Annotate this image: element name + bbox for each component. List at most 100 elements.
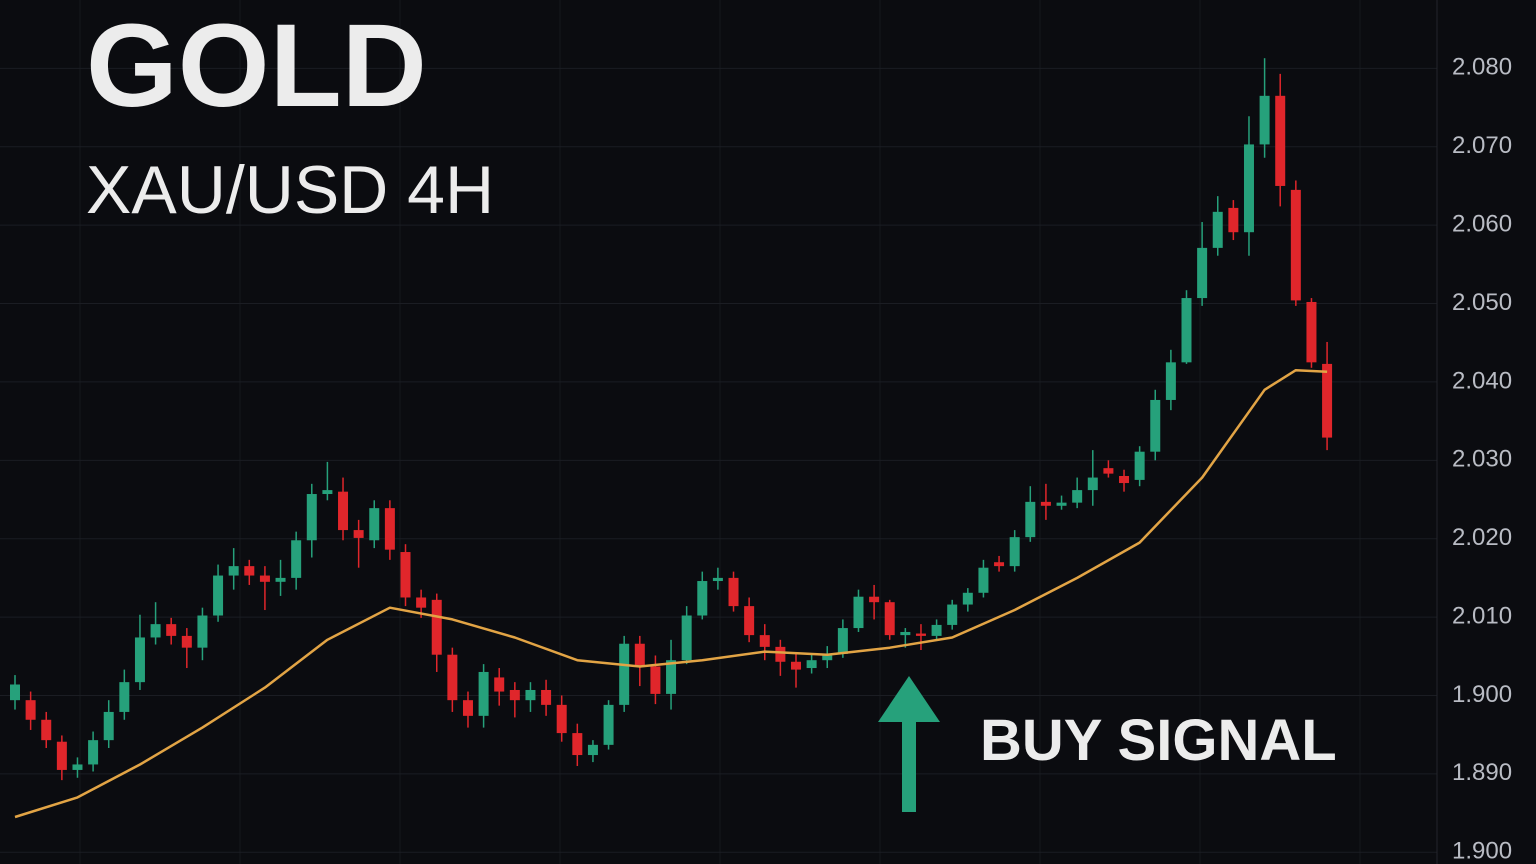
y-tick-label: 2.030	[1452, 446, 1512, 473]
candle-body	[853, 596, 864, 629]
candle-body	[1197, 247, 1208, 299]
candle-body	[10, 684, 20, 701]
candle-body	[1212, 211, 1223, 248]
candle-body	[712, 577, 723, 582]
candle-body	[244, 566, 255, 576]
candle-body	[416, 597, 427, 608]
y-tick-label: 2.080	[1452, 54, 1512, 81]
candle-body	[56, 741, 67, 770]
candle-body	[1040, 501, 1051, 506]
candle-body	[603, 704, 614, 745]
candle-body	[572, 733, 583, 756]
candle-body	[103, 711, 114, 741]
y-tick-label: 2.060	[1452, 211, 1512, 238]
candle-body	[947, 604, 958, 625]
chart-subtitle: XAU/USD 4H	[86, 152, 494, 228]
candle-body	[775, 646, 786, 662]
candle-body	[587, 744, 598, 756]
candle-body	[1165, 362, 1176, 400]
candle-body	[478, 671, 489, 716]
candle-body	[447, 654, 458, 701]
candle-body	[213, 575, 224, 616]
candle-body	[869, 596, 880, 603]
candle-body	[697, 581, 708, 616]
candle-body	[134, 637, 145, 683]
candle-body	[634, 643, 645, 667]
candle-body	[666, 660, 677, 694]
candle-body	[822, 653, 833, 661]
candle-body	[837, 628, 848, 654]
candle-body	[275, 577, 286, 582]
y-tick-label: 2.010	[1452, 602, 1512, 629]
y-tick-label: 2.070	[1452, 132, 1512, 159]
candle-body	[72, 764, 83, 770]
candle-body	[150, 624, 161, 638]
candle-body	[25, 700, 36, 720]
candle-body	[1259, 95, 1270, 145]
y-tick-label: 1.890	[1452, 759, 1512, 786]
candle-body	[915, 633, 926, 636]
candle-body	[728, 577, 739, 607]
y-tick-label: 2.090	[1452, 0, 1512, 2]
candle-body	[228, 566, 239, 576]
candle-body	[744, 606, 755, 636]
candle-body	[1103, 468, 1114, 474]
candle-body	[1150, 399, 1161, 452]
candle-body	[681, 615, 692, 661]
candle-body	[1009, 537, 1020, 567]
candle-body	[88, 740, 99, 765]
candle-body	[1025, 501, 1036, 538]
candle-body	[791, 661, 801, 670]
y-tick-label: 1.900	[1452, 681, 1512, 708]
candle-body	[1243, 144, 1254, 233]
candle-body	[525, 689, 536, 701]
candle-body	[1056, 502, 1067, 506]
candle-body	[181, 635, 192, 648]
candle-body	[166, 624, 177, 636]
candles	[10, 58, 1333, 819]
candle-body	[119, 682, 130, 712]
candle-body	[1322, 363, 1333, 438]
y-tick-label: 2.050	[1452, 289, 1512, 316]
candle-body	[650, 666, 661, 694]
candle-body	[962, 592, 973, 605]
candle-body	[1119, 475, 1130, 484]
candle-body	[619, 643, 630, 705]
moving-average	[14, 368, 1328, 819]
candle-body	[353, 530, 364, 538]
candle-body	[1306, 301, 1317, 363]
candle-body	[431, 599, 442, 655]
candle-body	[494, 677, 505, 692]
candle-body	[806, 660, 817, 669]
candle-body	[900, 631, 911, 636]
candle-body	[556, 704, 567, 734]
candle-body	[338, 491, 349, 531]
y-tick-label: 1.900	[1452, 838, 1512, 864]
candle-body	[306, 494, 317, 541]
candle-body	[1275, 95, 1286, 186]
buy-arrow	[878, 676, 940, 812]
candle-body	[1290, 189, 1301, 301]
candle-body	[41, 719, 52, 741]
candle-body	[1134, 451, 1145, 480]
candle-body	[384, 508, 395, 550]
candle-body	[541, 689, 552, 705]
candle-body	[978, 567, 989, 593]
annotation: BUY SIGNAL	[980, 708, 1337, 773]
candle-body	[509, 689, 520, 701]
candle-body	[1181, 298, 1192, 363]
y-tick-label: 2.040	[1452, 367, 1512, 394]
candle-body	[462, 700, 473, 716]
candle-body	[994, 562, 1005, 567]
chart-title: GOLD	[86, 0, 427, 132]
y-tick-label: 2.020	[1452, 524, 1512, 551]
candle-body	[884, 602, 895, 636]
candle-body	[759, 635, 770, 647]
candle-body	[931, 624, 942, 636]
candle-body	[291, 540, 302, 578]
candle-body	[197, 615, 208, 648]
candle-body	[369, 508, 380, 541]
candle-body	[322, 490, 333, 495]
candle-body	[259, 575, 270, 582]
